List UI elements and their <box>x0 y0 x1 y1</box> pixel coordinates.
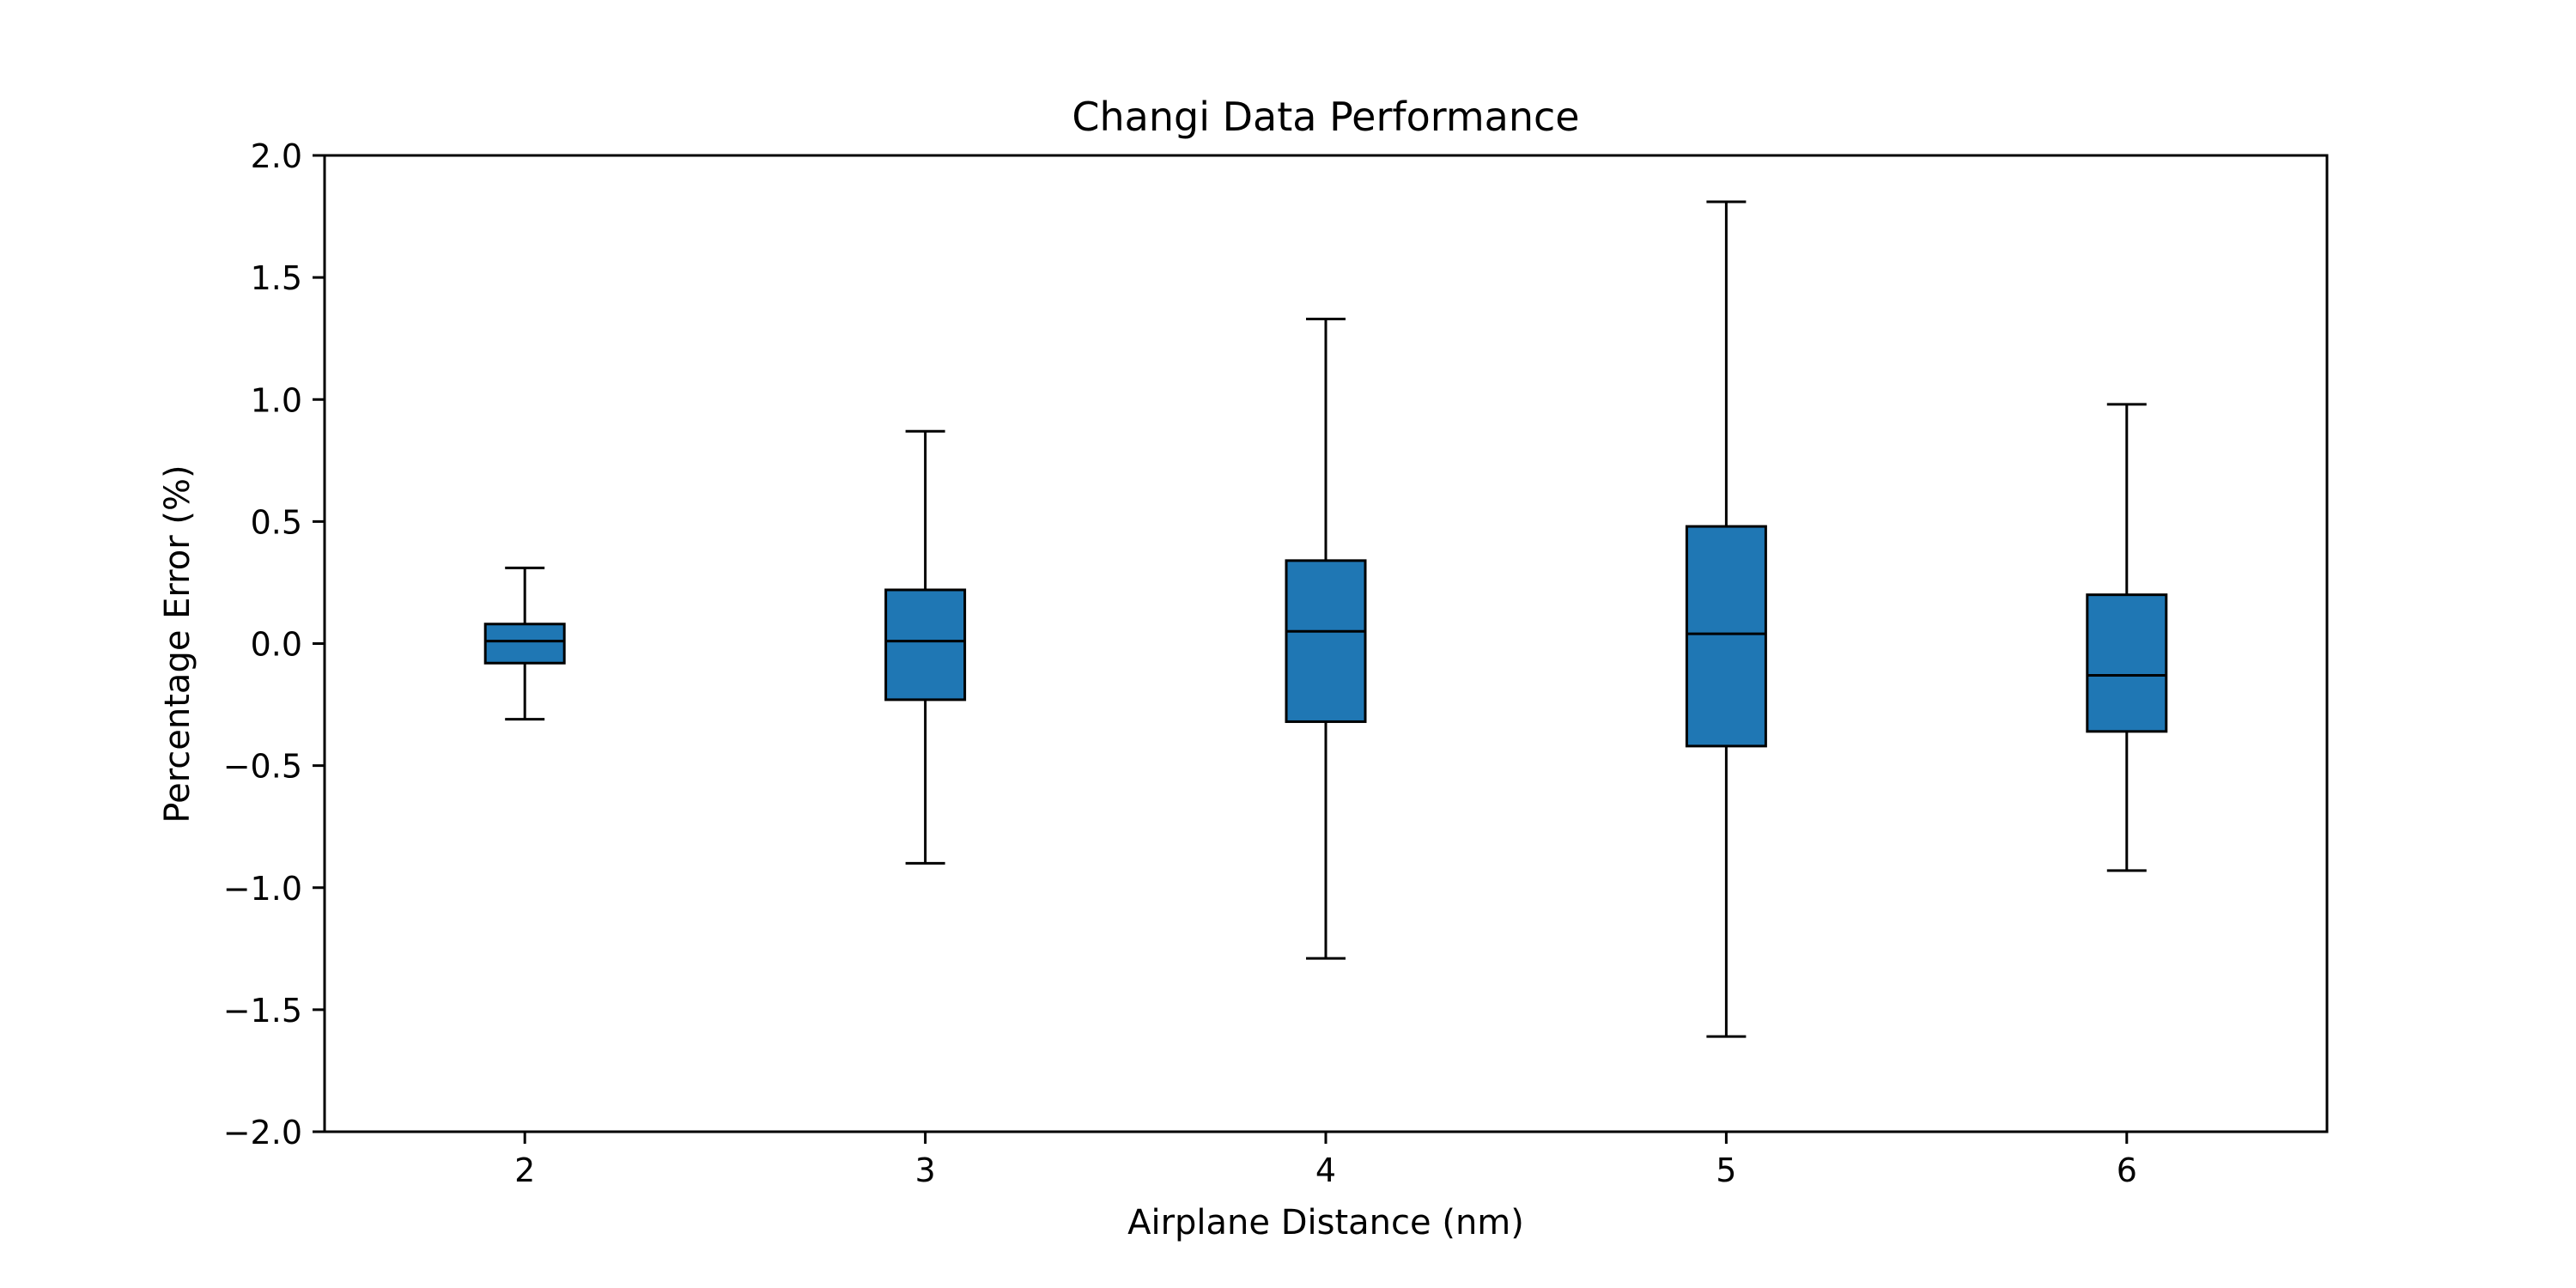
y-tick-label: −2.0 <box>223 1114 302 1151</box>
chart-title: Changi Data Performance <box>1072 94 1579 140</box>
y-tick-label: 2.0 <box>251 137 302 175</box>
y-tick-label: −1.0 <box>223 870 302 908</box>
box-iqr <box>1685 525 1767 748</box>
y-tick-label: 0.0 <box>251 626 302 664</box>
y-tick-label: 1.5 <box>251 259 302 297</box>
x-axis-label: Airplane Distance (nm) <box>1127 1203 1524 1242</box>
box-iqr <box>2086 593 2168 733</box>
box-iqr <box>1285 559 1367 723</box>
y-tick-label: 0.5 <box>251 503 302 541</box>
plot-marks: −2.0 −1.5 −1.0 −0.5 0.0 0.5 1.0 1.5 2.0 2 3 4 5 6 <box>223 137 2168 1189</box>
y-tick-label: −1.5 <box>223 992 302 1030</box>
box-iqr <box>483 623 566 665</box>
x-tick-label: 5 <box>1716 1151 1736 1189</box>
x-tick-label: 3 <box>915 1151 936 1189</box>
x-tick-label: 2 <box>514 1151 535 1189</box>
y-tick-label: −0.5 <box>223 748 302 786</box>
y-axis-label: Percentage Error (%) <box>158 465 197 823</box>
box-iqr <box>884 588 967 702</box>
y-tick-label: 1.0 <box>251 381 302 419</box>
x-tick-label: 6 <box>2117 1151 2137 1189</box>
x-tick-label: 4 <box>1315 1151 1336 1189</box>
plot-area-frame <box>323 154 2329 1133</box>
